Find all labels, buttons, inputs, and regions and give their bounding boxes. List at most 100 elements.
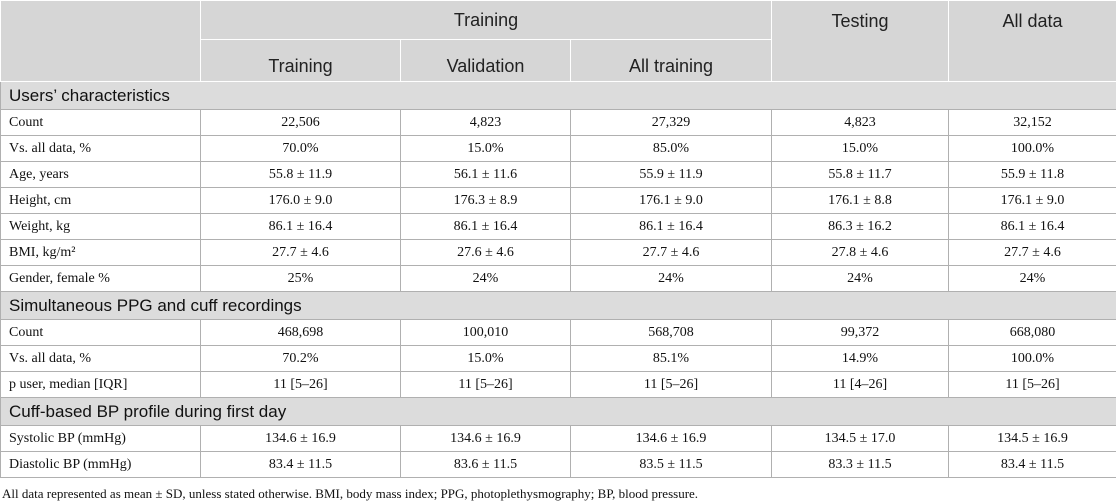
cell: 134.6 ± 16.9 xyxy=(571,426,772,452)
cell: 15.0% xyxy=(401,136,571,162)
header-cell: All data xyxy=(949,1,1116,82)
cell: 86.3 ± 16.2 xyxy=(772,214,949,240)
cell: 176.1 ± 8.8 xyxy=(772,188,949,214)
cell: 86.1 ± 16.4 xyxy=(401,214,571,240)
section-title: Cuff-based BP profile during first day xyxy=(1,398,1116,426)
cell: 56.1 ± 11.6 xyxy=(401,162,571,188)
cell: 86.1 ± 16.4 xyxy=(201,214,401,240)
cell: 83.4 ± 11.5 xyxy=(201,452,401,478)
cell: 22,506 xyxy=(201,110,401,136)
cell: 27.7 ± 4.6 xyxy=(571,240,772,266)
cell: 32,152 xyxy=(949,110,1116,136)
section-title: Users’ characteristics xyxy=(1,82,1116,110)
cell: 25% xyxy=(201,266,401,292)
cell: 11 [5–26] xyxy=(571,372,772,398)
row-label: p user, median [IQR] xyxy=(1,372,201,398)
cell: 568,708 xyxy=(571,320,772,346)
cell: 83.5 ± 11.5 xyxy=(571,452,772,478)
cell: 83.6 ± 11.5 xyxy=(401,452,571,478)
cell: 134.6 ± 16.9 xyxy=(201,426,401,452)
header-group: Training xyxy=(201,1,772,40)
cell: 55.8 ± 11.7 xyxy=(772,162,949,188)
cell: 27.7 ± 4.6 xyxy=(201,240,401,266)
cell: 4,823 xyxy=(772,110,949,136)
row-label: Height, cm xyxy=(1,188,201,214)
header-cell: Testing xyxy=(772,1,949,82)
section-row: Simultaneous PPG and cuff recordings xyxy=(1,292,1116,320)
cell: 134.5 ± 16.9 xyxy=(949,426,1116,452)
cell: 55.9 ± 11.9 xyxy=(571,162,772,188)
cell: 100,010 xyxy=(401,320,571,346)
cell: 668,080 xyxy=(949,320,1116,346)
section-row: Users’ characteristics xyxy=(1,82,1116,110)
row-label: BMI, kg/m² xyxy=(1,240,201,266)
cell: 134.6 ± 16.9 xyxy=(401,426,571,452)
header-row: Training Testing All data xyxy=(1,1,1116,40)
row-label: Age, years xyxy=(1,162,201,188)
cell: 86.1 ± 16.4 xyxy=(949,214,1116,240)
header-cell: All training xyxy=(571,40,772,82)
row-label: Diastolic BP (mmHg) xyxy=(1,452,201,478)
row-label: Systolic BP (mmHg) xyxy=(1,426,201,452)
cell: 4,823 xyxy=(401,110,571,136)
cell: 85.0% xyxy=(571,136,772,162)
cell: 24% xyxy=(772,266,949,292)
data-table: Training Testing All data Training Valid… xyxy=(0,0,1116,478)
cell: 24% xyxy=(571,266,772,292)
cell: 27.8 ± 4.6 xyxy=(772,240,949,266)
row-label: Count xyxy=(1,320,201,346)
cell: 70.2% xyxy=(201,346,401,372)
cell: 14.9% xyxy=(772,346,949,372)
cell: 11 [5–26] xyxy=(401,372,571,398)
data-row: p user, median [IQR]11 [5–26]11 [5–26]11… xyxy=(1,372,1116,398)
cell: 27,329 xyxy=(571,110,772,136)
cell: 11 [5–26] xyxy=(201,372,401,398)
cell: 100.0% xyxy=(949,136,1116,162)
cell: 176.1 ± 9.0 xyxy=(571,188,772,214)
row-label: Vs. all data, % xyxy=(1,136,201,162)
cell: 27.7 ± 4.6 xyxy=(949,240,1116,266)
data-row: Gender, female %25%24%24%24%24% xyxy=(1,266,1116,292)
row-label: Gender, female % xyxy=(1,266,201,292)
cell: 11 [5–26] xyxy=(949,372,1116,398)
header-cell: Training xyxy=(201,40,401,82)
cell: 55.8 ± 11.9 xyxy=(201,162,401,188)
header-cell: Validation xyxy=(401,40,571,82)
section-title: Simultaneous PPG and cuff recordings xyxy=(1,292,1116,320)
cell: 99,372 xyxy=(772,320,949,346)
cell: 15.0% xyxy=(401,346,571,372)
row-label: Weight, kg xyxy=(1,214,201,240)
cell: 100.0% xyxy=(949,346,1116,372)
cell: 24% xyxy=(401,266,571,292)
footnote: All data represented as mean ± SD, unles… xyxy=(0,486,1116,502)
row-label: Count xyxy=(1,110,201,136)
cell: 70.0% xyxy=(201,136,401,162)
cell: 176.3 ± 8.9 xyxy=(401,188,571,214)
section-row: Cuff-based BP profile during first day xyxy=(1,398,1116,426)
cell: 86.1 ± 16.4 xyxy=(571,214,772,240)
cell: 83.4 ± 11.5 xyxy=(949,452,1116,478)
cell: 24% xyxy=(949,266,1116,292)
data-row: Vs. all data, %70.0%15.0%85.0%15.0%100.0… xyxy=(1,136,1116,162)
cell: 15.0% xyxy=(772,136,949,162)
cell: 55.9 ± 11.8 xyxy=(949,162,1116,188)
data-row: Vs. all data, %70.2%15.0%85.1%14.9%100.0… xyxy=(1,346,1116,372)
row-label: Vs. all data, % xyxy=(1,346,201,372)
cell: 27.6 ± 4.6 xyxy=(401,240,571,266)
cell: 11 [4–26] xyxy=(772,372,949,398)
cell: 83.3 ± 11.5 xyxy=(772,452,949,478)
header-corner xyxy=(1,1,201,82)
cell: 176.1 ± 9.0 xyxy=(949,188,1116,214)
cell: 134.5 ± 17.0 xyxy=(772,426,949,452)
cell: 176.0 ± 9.0 xyxy=(201,188,401,214)
